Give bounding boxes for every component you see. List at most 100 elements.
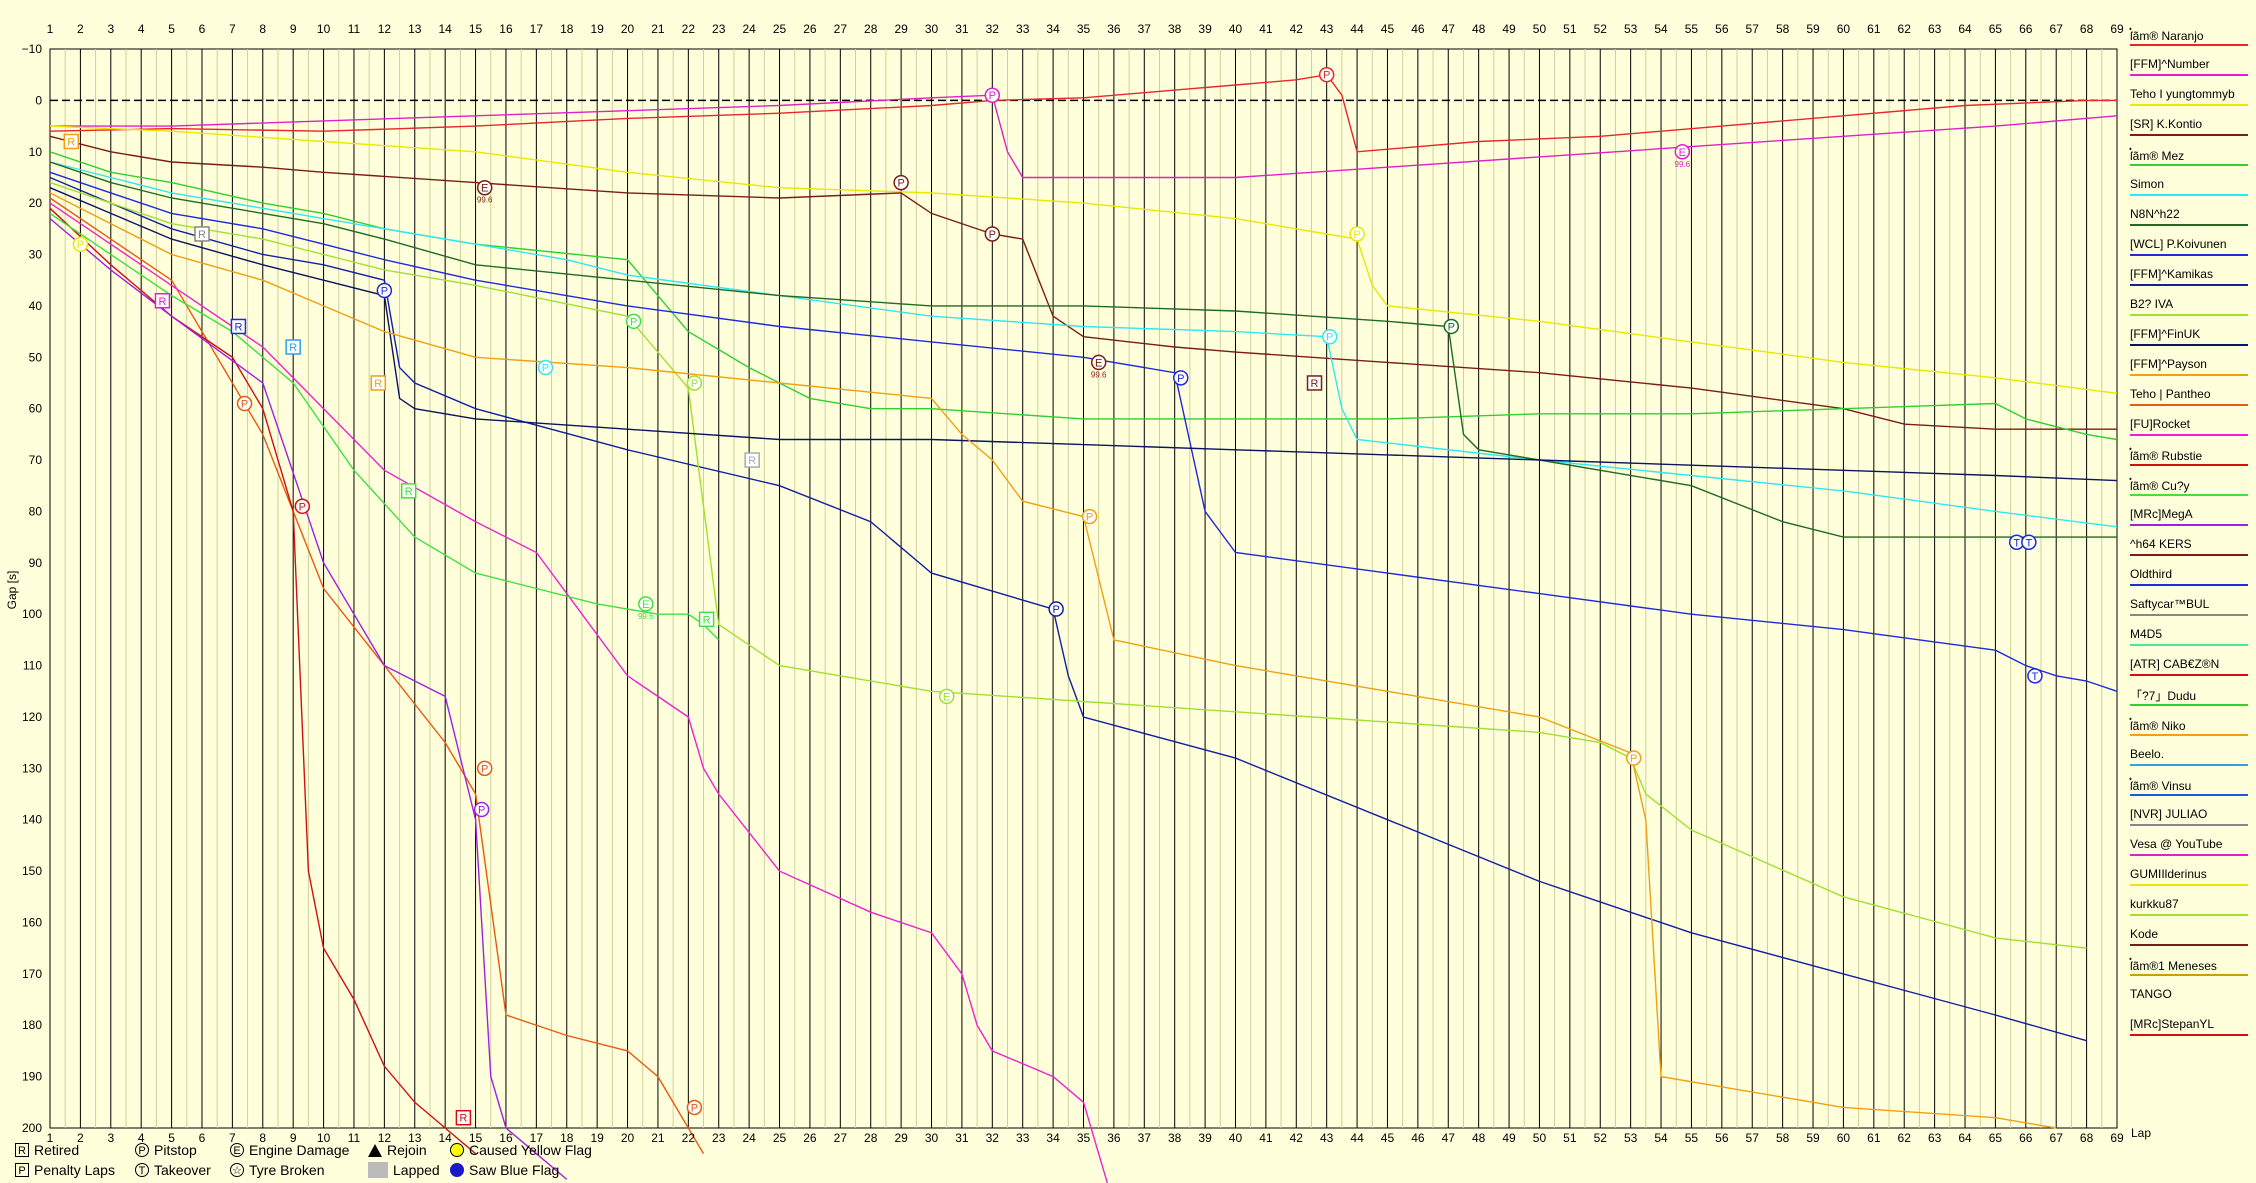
event-marker: E [938, 688, 955, 705]
x-tick-label-bottom: 57 [1746, 1131, 1760, 1145]
series-line [49, 202, 1109, 1183]
driver-color-line [2130, 104, 2248, 106]
driver-name: ſ๋ãm® Cu?y [2130, 479, 2190, 493]
y-tick-label: 120 [22, 710, 42, 724]
x-tick-label-bottom: 19 [590, 1131, 604, 1145]
x-tick-label-top: 21 [651, 22, 665, 36]
event-marker: E99.6 [1091, 354, 1107, 379]
series-line [49, 73, 2117, 153]
driver-name: [MRc]MegA [2130, 507, 2193, 521]
driver-legend-item: ſ๋ãm® Vinsu [2130, 777, 2250, 796]
x-tick-label-bottom: 21 [651, 1131, 665, 1145]
event-marker: P [473, 801, 490, 818]
driver-legend-item: ſ๋ãm® Rubstie [2130, 447, 2250, 466]
event-marker-label: P [1177, 373, 1184, 385]
chart-axes: 1122334455667788991010111112121313141415… [22, 22, 2124, 1145]
event-marker-label: R [1311, 378, 1319, 390]
x-tick-label-top: 19 [590, 22, 604, 36]
driver-name: TANGO [2130, 987, 2172, 1001]
event-marker-label: R [748, 455, 756, 467]
y-tick-label: 40 [29, 299, 43, 313]
driver-legend-item: kurkku87 [2130, 897, 2250, 916]
x-tick-label-top: 59 [1806, 22, 1820, 36]
event-marker: R [194, 226, 210, 242]
x-tick-label-top: 36 [1107, 22, 1121, 36]
engine-damage-symbol: E [230, 1143, 244, 1157]
driver-name: [SR] K.Kontio [2130, 117, 2203, 131]
event-marker-label: R [405, 486, 413, 498]
driver-name: Teho | Pantheo [2130, 387, 2211, 401]
driver-name: ſ๋ãm® Mez [2130, 149, 2185, 163]
event-marker-circle [473, 801, 490, 818]
driver-color-line [2130, 224, 2248, 226]
driver-color-line [2130, 884, 2248, 886]
driver-name: N8N^h22 [2130, 207, 2180, 221]
y-tick-label: 70 [29, 453, 43, 467]
x-tick-label-top: 63 [1928, 22, 1942, 36]
driver-name: ſ๋ãm®1 Meneses [2130, 959, 2217, 973]
x-tick-label-bottom: 64 [1958, 1131, 1972, 1145]
x-tick-label-top: 46 [1411, 22, 1425, 36]
x-tick-label-top: 28 [864, 22, 878, 36]
x-tick-label-bottom: 31 [955, 1131, 969, 1145]
driver-legend-item: [ATR] CAB€Z®N [2130, 657, 2250, 676]
event-marker: R [285, 339, 301, 355]
event-marker-circle [1349, 226, 1365, 242]
tyre-broken-symbol: ☆ [230, 1163, 244, 1177]
x-tick-label-bottom: 51 [1563, 1131, 1577, 1145]
legend-rejoin: Rejoin [368, 1142, 427, 1158]
x-tick-label-top: 7 [229, 22, 236, 36]
driver-color-line [2130, 1034, 2248, 1036]
event-marker: P [537, 359, 554, 376]
y-tick-label: 180 [22, 1018, 42, 1032]
driver-color-line [2130, 434, 2248, 436]
x-tick-label-top: 34 [1046, 22, 1060, 36]
event-marker: P [236, 395, 253, 412]
series-line [49, 171, 2118, 692]
y-tick-label: 160 [22, 915, 42, 929]
driver-name: Oldthird [2130, 567, 2173, 581]
driver-legend-item: Vesa @ YouTube [2130, 837, 2250, 856]
x-tick-label-bottom: 37 [1138, 1131, 1152, 1145]
x-tick-label-top: 67 [2050, 22, 2064, 36]
driver-name: [FFM]^FinUK [2130, 327, 2201, 341]
event-marker-label: P [1323, 70, 1330, 82]
event-marker-circle [984, 87, 1001, 103]
x-tick-label-bottom: 36 [1107, 1131, 1121, 1145]
event-marker-label: P [1052, 604, 1059, 616]
x-tick-label-top: 69 [2110, 22, 2124, 36]
event-marker: P [686, 375, 703, 391]
event-marker: P [1625, 750, 1642, 766]
event-marker: P [1349, 226, 1365, 242]
event-marker-circle [236, 395, 253, 412]
takeover-symbol: T [135, 1163, 149, 1177]
event-marker: T [2021, 534, 2037, 551]
event-marker-label: E [943, 691, 950, 703]
y-tick-label: 150 [22, 864, 42, 878]
x-tick-label-top: 14 [438, 22, 452, 36]
series-line [49, 197, 705, 1155]
event-marker: P [984, 87, 1001, 103]
driver-color-line [2130, 524, 2248, 526]
driver-legend-item: [WCL] P.Koivunen [2130, 237, 2250, 256]
x-tick-label-bottom: 66 [2019, 1131, 2033, 1145]
event-marker-circle [2021, 534, 2037, 551]
x-tick-label-top: 52 [1594, 22, 1608, 36]
driver-color-line [2130, 284, 2248, 286]
driver-color-line [2130, 974, 2248, 976]
driver-color-line [2130, 704, 2248, 706]
x-tick-label-top: 43 [1320, 22, 1334, 36]
x-tick-label-top: 32 [986, 22, 1000, 36]
x-tick-label-bottom: 17 [530, 1131, 544, 1145]
x-tick-label-top: 60 [1837, 22, 1851, 36]
x-tick-label-bottom: 35 [1077, 1131, 1091, 1145]
x-tick-label-top: 1 [47, 22, 54, 36]
blue-flag-symbol [450, 1163, 464, 1177]
event-marker: R [744, 452, 760, 468]
legend-retired-label: Retired [34, 1142, 80, 1158]
x-tick-label-top: 66 [2019, 22, 2033, 36]
x-tick-label-top: 27 [834, 22, 848, 36]
x-tick-label-top: 29 [894, 22, 908, 36]
retired-marker [744, 452, 760, 468]
event-marker: P [1318, 66, 1335, 83]
